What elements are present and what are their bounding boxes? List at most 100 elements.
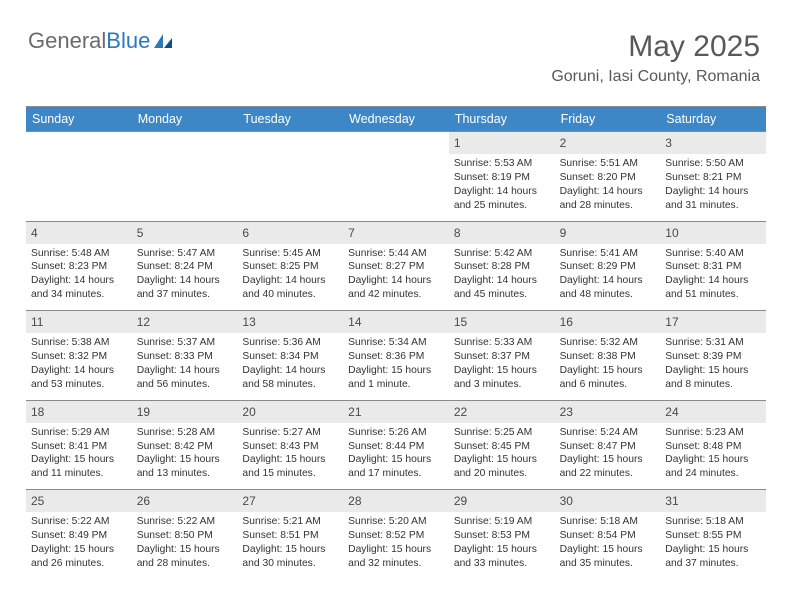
day-number-row: 12 xyxy=(132,311,238,333)
day-details: Sunrise: 5:28 AMSunset: 8:42 PMDaylight:… xyxy=(137,426,233,482)
day-detail-line: Sunrise: 5:42 AM xyxy=(454,247,550,261)
day-detail-line: Sunrise: 5:20 AM xyxy=(348,515,444,529)
calendar-cell: 21Sunrise: 5:26 AMSunset: 8:44 PMDayligh… xyxy=(343,401,449,490)
day-detail-line: Sunrise: 5:25 AM xyxy=(454,426,550,440)
day-detail-line: and 48 minutes. xyxy=(560,288,656,302)
day-detail-line: Sunset: 8:48 PM xyxy=(665,440,761,454)
day-detail-line: Daylight: 14 hours xyxy=(31,274,127,288)
day-detail-line: Daylight: 15 hours xyxy=(665,453,761,467)
day-number: 5 xyxy=(137,226,144,240)
calendar-cell: 23Sunrise: 5:24 AMSunset: 8:47 PMDayligh… xyxy=(555,401,661,490)
calendar-cell: 16Sunrise: 5:32 AMSunset: 8:38 PMDayligh… xyxy=(555,311,661,400)
day-detail-line: Sunrise: 5:18 AM xyxy=(665,515,761,529)
header: May 2025 Goruni, Iasi County, Romania xyxy=(551,30,760,86)
day-detail-line: Daylight: 15 hours xyxy=(454,364,550,378)
day-number-row: 17 xyxy=(660,311,766,333)
day-detail-line: Sunrise: 5:18 AM xyxy=(560,515,656,529)
day-detail-line: Sunrise: 5:26 AM xyxy=(348,426,444,440)
day-detail-line: Sunset: 8:23 PM xyxy=(31,260,127,274)
day-detail-line: Sunset: 8:34 PM xyxy=(242,350,338,364)
day-detail-line: Sunrise: 5:38 AM xyxy=(31,336,127,350)
day-detail-line: Sunrise: 5:33 AM xyxy=(454,336,550,350)
day-number: 19 xyxy=(137,405,150,419)
day-detail-line: and 26 minutes. xyxy=(31,557,127,571)
day-detail-line: Sunrise: 5:36 AM xyxy=(242,336,338,350)
calendar-week: 25 Sunrise: 5:22 AMSunset: 8:49 PMDayligh… xyxy=(26,489,766,579)
day-details: Sunrise: 5:25 AMSunset: 8:45 PMDaylight:… xyxy=(454,426,550,482)
day-number: 25 xyxy=(31,494,44,508)
day-details: Sunrise: 5:36 AMSunset: 8:34 PMDaylight:… xyxy=(242,336,338,392)
day-number: 6 xyxy=(242,226,249,240)
day-detail-line: and 40 minutes. xyxy=(242,288,338,302)
day-number-row: 21 xyxy=(343,401,449,423)
day-number-row: 2 xyxy=(555,132,661,154)
day-number: 29 xyxy=(454,494,467,508)
day-number-row: 18 xyxy=(26,401,132,423)
day-detail-line: Sunset: 8:36 PM xyxy=(348,350,444,364)
day-detail-line: Sunset: 8:49 PM xyxy=(31,529,127,543)
day-detail-line: Sunrise: 5:37 AM xyxy=(137,336,233,350)
day-number: 24 xyxy=(665,405,678,419)
day-number: 22 xyxy=(454,405,467,419)
day-number: 13 xyxy=(242,315,255,329)
day-number-row: 13 xyxy=(237,311,343,333)
day-detail-line: Daylight: 15 hours xyxy=(560,364,656,378)
day-detail-line: and 58 minutes. xyxy=(242,378,338,392)
day-detail-line: Sunset: 8:53 PM xyxy=(454,529,550,543)
day-detail-line: Sunset: 8:45 PM xyxy=(454,440,550,454)
calendar-cell: 9Sunrise: 5:41 AMSunset: 8:29 PMDaylight… xyxy=(555,222,661,311)
day-details: Sunrise: 5:48 AMSunset: 8:23 PMDaylight:… xyxy=(31,247,127,303)
calendar-cell: 8Sunrise: 5:42 AMSunset: 8:28 PMDaylight… xyxy=(449,222,555,311)
day-number-row: 3 xyxy=(660,132,766,154)
day-detail-line: Sunrise: 5:31 AM xyxy=(665,336,761,350)
day-detail-line: Sunset: 8:55 PM xyxy=(665,529,761,543)
day-detail-line: Sunrise: 5:29 AM xyxy=(31,426,127,440)
day-detail-line: Daylight: 14 hours xyxy=(454,274,550,288)
day-detail-line: Sunset: 8:54 PM xyxy=(560,529,656,543)
day-detail-line: Sunset: 8:33 PM xyxy=(137,350,233,364)
day-details: Sunrise: 5:18 AMSunset: 8:54 PMDaylight:… xyxy=(560,515,656,571)
day-detail-line: Daylight: 14 hours xyxy=(137,364,233,378)
day-detail-line: Daylight: 15 hours xyxy=(560,453,656,467)
weekday-label: Monday xyxy=(132,107,238,131)
weekday-label: Friday xyxy=(555,107,661,131)
day-number-row: 14 xyxy=(343,311,449,333)
day-detail-line: Sunset: 8:37 PM xyxy=(454,350,550,364)
day-detail-line: Sunset: 8:32 PM xyxy=(31,350,127,364)
day-number-row: 26 xyxy=(132,490,238,512)
day-detail-line: Sunset: 8:38 PM xyxy=(560,350,656,364)
day-number: 7 xyxy=(348,226,355,240)
day-detail-line: and 28 minutes. xyxy=(560,199,656,213)
day-number: 11 xyxy=(31,315,43,329)
day-number-row: 24 xyxy=(660,401,766,423)
day-detail-line: Sunset: 8:31 PM xyxy=(665,260,761,274)
day-detail-line: Daylight: 14 hours xyxy=(560,185,656,199)
day-detail-line: Daylight: 15 hours xyxy=(348,543,444,557)
day-details: Sunrise: 5:19 AMSunset: 8:53 PMDaylight:… xyxy=(454,515,550,571)
day-number-row: 29 xyxy=(449,490,555,512)
day-detail-line: Sunset: 8:42 PM xyxy=(137,440,233,454)
day-details: Sunrise: 5:22 AMSunset: 8:49 PMDaylight:… xyxy=(31,515,127,571)
day-number: 30 xyxy=(560,494,573,508)
day-details: Sunrise: 5:53 AMSunset: 8:19 PMDaylight:… xyxy=(454,157,550,213)
day-detail-line: Sunset: 8:19 PM xyxy=(454,171,550,185)
calendar-week: 11 Sunrise: 5:38 AMSunset: 8:32 PM Dayligh… xyxy=(26,310,766,400)
day-detail-line: Daylight: 15 hours xyxy=(665,364,761,378)
page-title: May 2025 xyxy=(551,30,760,64)
day-detail-line: Daylight: 15 hours xyxy=(348,453,444,467)
day-details: Sunrise: 5:32 AMSunset: 8:38 PMDaylight:… xyxy=(560,336,656,392)
day-detail-line: Sunset: 8:41 PM xyxy=(31,440,127,454)
day-number-row: 15 xyxy=(449,311,555,333)
day-details: Sunrise: 5:23 AMSunset: 8:48 PMDaylight:… xyxy=(665,426,761,482)
day-detail-line: Daylight: 15 hours xyxy=(137,543,233,557)
day-detail-line: Sunset: 8:29 PM xyxy=(560,260,656,274)
day-detail-line: Sunset: 8:25 PM xyxy=(242,260,338,274)
day-detail-line: Sunrise: 5:48 AM xyxy=(31,247,127,261)
day-detail-line: Sunrise: 5:23 AM xyxy=(665,426,761,440)
calendar-cell: 12 Sunrise: 5:37 AMSunset: 8:33 PMDayligh… xyxy=(132,311,238,400)
calendar-cell: 15 Sunrise: 5:33 AMSunset: 8:37 PMDayligh… xyxy=(449,311,555,400)
logo-text-gray: General xyxy=(28,28,106,54)
day-number-row: 10 xyxy=(660,222,766,244)
day-number: 31 xyxy=(665,494,678,508)
day-detail-line: and 37 minutes. xyxy=(665,557,761,571)
